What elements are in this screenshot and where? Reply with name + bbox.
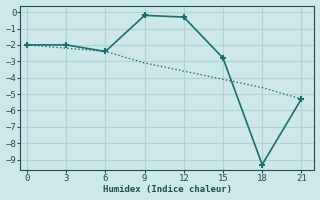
X-axis label: Humidex (Indice chaleur): Humidex (Indice chaleur) — [103, 185, 232, 194]
